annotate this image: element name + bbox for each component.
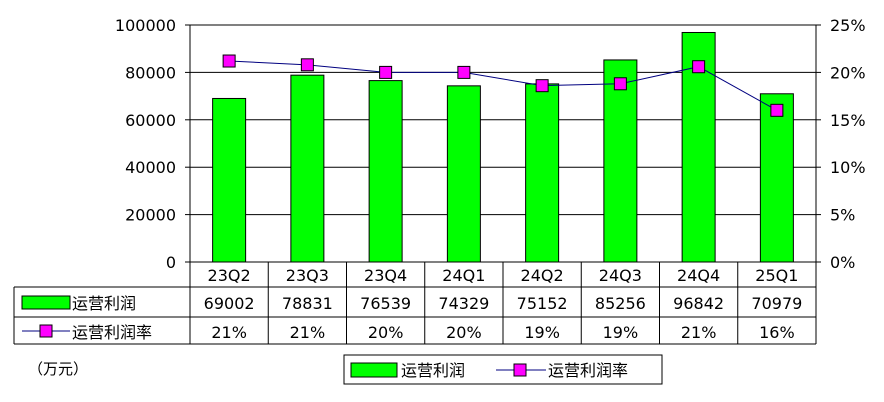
table-cell: 21%: [211, 323, 247, 342]
x-tick-label: 24Q3: [599, 266, 642, 285]
table-row-label: 运营利润率: [72, 323, 152, 342]
table-cell: 20%: [446, 323, 482, 342]
y-left-tick-label: 40000: [125, 158, 176, 177]
table-row-label: 运营利润: [72, 294, 136, 313]
table-cell: 75152: [517, 294, 568, 313]
y-left-tick-label: 20000: [125, 206, 176, 225]
x-tick-label: 24Q2: [521, 266, 564, 285]
y-right-tick-label: 25%: [830, 16, 866, 35]
unit-label: （万元）: [28, 360, 88, 378]
table-cell: 78831: [282, 294, 333, 313]
bar: [759, 93, 794, 263]
x-tick-label: 23Q4: [364, 266, 407, 285]
table-cell: 19%: [524, 323, 560, 342]
x-tick-label: 24Q1: [442, 266, 485, 285]
table-cell: 96842: [673, 294, 724, 313]
bar: [368, 80, 403, 263]
y-right-tick-label: 5%: [830, 206, 855, 225]
table-cell: 76539: [360, 294, 411, 313]
bar: [446, 85, 481, 263]
y-left-tick-label: 60000: [125, 111, 176, 130]
y-right-tick-label: 10%: [830, 158, 866, 177]
table-cell: 21%: [290, 323, 326, 342]
legend-swatch-marker: [513, 363, 527, 377]
table-cell: 19%: [603, 323, 639, 342]
table-cell: 16%: [759, 323, 795, 342]
data-table: 23Q2 23Q3 23Q4 24Q1 24Q2 24Q3 24Q4 25Q1 运营利润 6900…: [13, 261, 817, 345]
y-left-tick-label: 100000: [115, 16, 176, 35]
bar: [290, 74, 325, 263]
bar: [212, 97, 247, 263]
y-right-tick-label: 15%: [830, 111, 866, 130]
x-tick-label: 23Q3: [286, 266, 329, 285]
margin-point: [457, 65, 471, 79]
table-cell: 69002: [204, 294, 255, 313]
y-left-tick-label: 0: [166, 253, 176, 272]
table-cell: 20%: [368, 323, 404, 342]
bar: [525, 83, 560, 263]
x-tick-label: 25Q1: [755, 266, 798, 285]
margin-point: [222, 54, 236, 68]
y-right-tick-label: 0%: [830, 253, 855, 272]
bars-operating-profit: [212, 31, 794, 263]
margin-point: [300, 58, 314, 72]
legend-label: 运营利润: [401, 361, 465, 380]
margin-point: [692, 60, 706, 74]
gridlines: [190, 24, 816, 216]
legend: 运营利润 运营利润率: [343, 354, 663, 385]
bar: [603, 59, 638, 263]
y-right-tick-label: 20%: [830, 63, 866, 82]
table-cell: 21%: [681, 323, 717, 342]
x-tick-label: 24Q4: [677, 266, 720, 285]
table-cell: 85256: [595, 294, 646, 313]
y-left-tick-label: 80000: [125, 63, 176, 82]
table-legend-swatch-marker: [39, 324, 53, 338]
table-legend-swatch-bar: [21, 295, 71, 310]
margin-point: [613, 77, 627, 91]
axes: 0 20000 40000 60000 80000 100000 0% 5% 10% 15% 20%…: [115, 16, 866, 272]
legend-swatch-bar: [350, 362, 398, 378]
margin-point: [770, 103, 784, 117]
x-tick-label: 23Q2: [208, 266, 251, 285]
margin-line: [229, 60, 778, 111]
legend-label: 运营利润率: [548, 361, 628, 380]
margin-point: [535, 79, 549, 93]
table-cell: 70979: [751, 294, 802, 313]
table-cell: 74329: [438, 294, 489, 313]
margin-point: [379, 65, 393, 79]
line-operating-margin: [222, 54, 784, 117]
